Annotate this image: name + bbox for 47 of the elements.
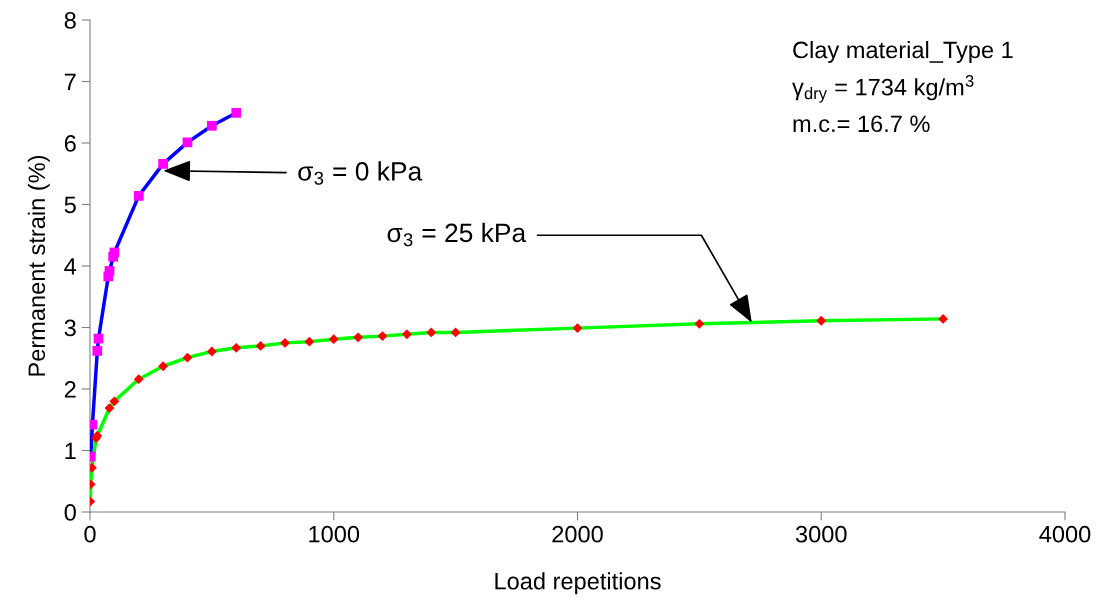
x-tick-label: 0 [84, 525, 96, 543]
y-tick-label: 8 [64, 12, 76, 29]
point [450, 327, 461, 338]
y-tick-label: 7 [64, 73, 76, 91]
point [377, 331, 388, 342]
point [182, 352, 193, 363]
annotation: Clay material_Type 1 [793, 40, 1013, 63]
y-tick-label: 4 [64, 258, 77, 275]
point [572, 323, 583, 334]
point [328, 334, 339, 345]
x-axis-title: Load repetitions [495, 572, 661, 595]
y-axis-title: Permanent strain (%) [27, 155, 50, 376]
point [104, 266, 115, 276]
annotation: σ$_{3}$ = 0 kPa [298, 161, 423, 185]
annotation: σ$_{3}$ = 25 kPa [387, 222, 527, 247]
point [694, 318, 705, 329]
point [158, 159, 168, 169]
x-tick-label: 2000 [552, 525, 603, 543]
point [104, 403, 115, 413]
point [255, 341, 266, 351]
annotation: m.c.= 16.7 % [793, 115, 930, 133]
y-tick-label: 3 [64, 319, 76, 337]
annotation: γ$_{dry}$ = 1734 kg/m$^{3}$ [792, 75, 974, 103]
y-tick-label: 2 [64, 381, 76, 398]
point [938, 313, 949, 324]
x-tick-label: 4000 [1039, 525, 1091, 543]
point [109, 396, 120, 407]
point [816, 315, 827, 326]
point [280, 337, 290, 348]
point [231, 108, 242, 118]
point [304, 336, 315, 347]
x-tick-label: 1000 [309, 525, 360, 543]
y-tick-label: 5 [64, 196, 76, 214]
x-tick-label: 3000 [795, 525, 847, 543]
point [401, 329, 412, 340]
point [207, 120, 217, 131]
point [92, 346, 103, 356]
point [133, 374, 144, 385]
y-tick-label: 6 [64, 135, 76, 152]
y-tick-label: 0 [64, 504, 76, 521]
point [158, 361, 169, 372]
point [353, 332, 364, 343]
point [231, 342, 242, 353]
point [133, 191, 144, 201]
point [426, 327, 437, 338]
y-tick-label: 1 [65, 442, 76, 460]
point [206, 346, 217, 357]
